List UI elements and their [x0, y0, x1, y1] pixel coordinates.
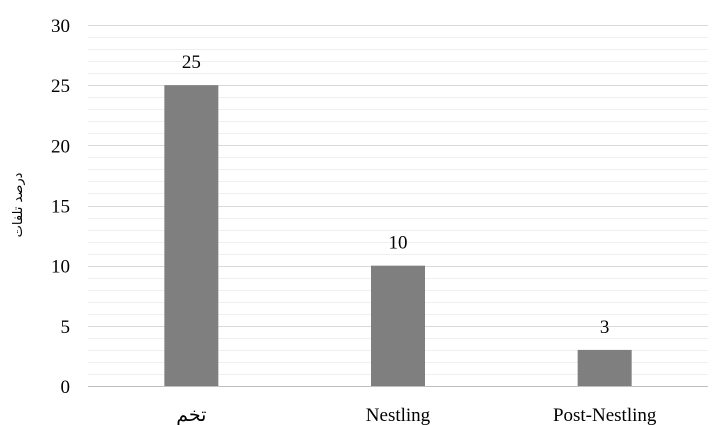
- x-tick-label: Nestling: [366, 405, 431, 425]
- y-axis-label: درصد تلفات: [11, 172, 26, 237]
- data-labels: 25 10 3: [182, 52, 610, 338]
- data-label: 25: [182, 52, 201, 73]
- data-label: 3: [600, 317, 610, 338]
- bar: [164, 85, 219, 387]
- bar: [371, 265, 425, 386]
- y-tick-labels: 0 5 10 15 20 25 30: [51, 16, 70, 398]
- x-tick-labels: تخم Nestling Post-Nestling: [176, 405, 657, 425]
- x-tick-label: Post-Nestling: [553, 405, 657, 425]
- bars: [164, 85, 632, 387]
- y-tick-label: 0: [61, 377, 71, 398]
- x-tick-label: تخم: [176, 405, 206, 425]
- y-tick-label: 15: [51, 197, 70, 218]
- y-tick-label: 20: [51, 136, 70, 157]
- data-label: 10: [389, 233, 408, 254]
- y-tick-label: 5: [61, 317, 71, 338]
- bar: [577, 349, 632, 386]
- y-tick-label: 25: [51, 76, 70, 97]
- y-tick-label: 30: [51, 16, 70, 37]
- y-tick-label: 10: [51, 257, 70, 278]
